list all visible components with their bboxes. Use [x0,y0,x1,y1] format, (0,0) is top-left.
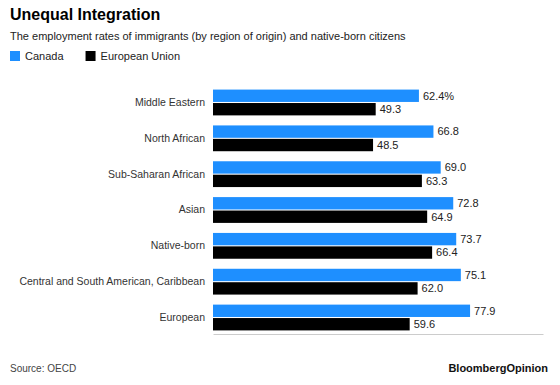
x-axis-line [214,334,544,335]
bar [213,246,432,258]
y-tick: North African [144,132,213,144]
y-tick: European [159,311,213,323]
legend-swatch [86,51,96,61]
y-axis: Middle Eastern North African Sub-Saharan A… [19,96,213,323]
data-label: 66.8 [437,125,458,137]
bar [213,305,470,317]
y-tick: Asian [179,203,213,215]
y-tick: Central and South American, Caribbean [19,275,213,287]
data-label: 59.6 [414,318,435,330]
x-axis [214,334,544,335]
bar [213,233,456,245]
bars [213,90,470,331]
y-tick-label: Native-born [151,239,205,251]
data-label: 62.0 [422,282,443,294]
bar [213,175,422,187]
data-label: 72.8 [457,197,478,209]
data-label: 49.3 [380,103,401,115]
credit: BloombergOpinion [448,362,548,374]
legend-label: European Union [101,50,181,62]
y-tick: Middle Eastern [135,96,213,108]
bar [213,90,419,102]
legend-swatch [10,51,20,61]
data-label: 75.1 [465,269,486,281]
data-label: 66.4 [436,246,457,258]
title: Unequal Integration [10,6,160,23]
data-label: 69.0 [445,161,466,173]
source: Source: OECD [10,363,76,374]
y-tick: Native-born [151,239,213,251]
bar [213,161,441,173]
chart: Unequal Integration The employment rates … [0,0,560,385]
legend: Canada European Union [10,50,180,62]
legend-label: Canada [25,50,64,62]
y-tick-label: Central and South American, Caribbean [19,275,205,287]
data-labels: 62.4% 66.8 69.0 72.8 73.7 75.1 77.9 49.3 48.5 63.… [377,90,495,330]
bar [213,318,410,330]
y-tick: Sub-Saharan African [108,168,213,180]
bar [213,103,376,115]
bar [213,125,433,137]
bar [213,211,427,223]
bar [213,269,461,281]
data-label: 77.9 [474,305,495,317]
bar [213,139,373,151]
data-label: 48.5 [377,139,398,151]
data-label: 64.9 [431,211,452,223]
data-label: 73.7 [460,233,481,245]
bar [213,282,418,294]
y-tick-label: Asian [179,203,205,215]
y-tick-label: Middle Eastern [135,96,205,108]
y-tick-label: Sub-Saharan African [108,168,205,180]
data-label: 63.3 [426,175,447,187]
y-tick-label: North African [144,132,205,144]
subtitle: The employment rates of immigrants (by r… [10,30,406,42]
y-tick-label: European [159,311,205,323]
data-label: 62.4% [423,90,454,102]
bar [213,197,453,209]
